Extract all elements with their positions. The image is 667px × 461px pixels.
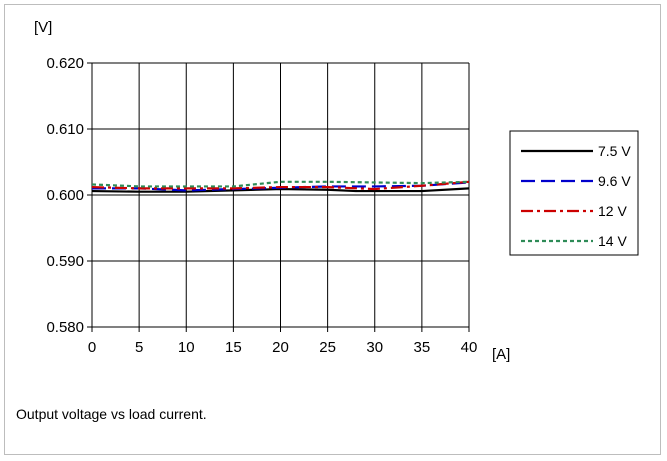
x-tick-label: 25	[319, 339, 336, 356]
legend: 7.5 V 9.6 V 12 V 14 V	[509, 130, 639, 256]
y-tick-label: 0.590	[46, 253, 84, 270]
x-tick-label: 20	[272, 339, 289, 356]
x-tick-label: 0	[88, 339, 96, 356]
series-line-1	[91, 187, 470, 193]
plot-area: 0 5 10 15 20 25 30 35 40 0.580 0.590 0.600 0.610 0.62…	[46, 55, 477, 356]
x-tick-label: 35	[414, 339, 431, 356]
x-tick-label: 15	[225, 339, 242, 356]
x-tick-label: 10	[178, 339, 195, 356]
legend-label-4: 14 V	[598, 233, 627, 249]
y-tick-label: 0.610	[46, 121, 84, 138]
y-tick-label: 0.580	[46, 319, 84, 336]
x-tick-label: 30	[366, 339, 383, 356]
y-tick-label: 0.620	[46, 55, 84, 72]
legend-label-2: 9.6 V	[598, 173, 631, 189]
figure-caption: Output voltage vs load current.	[16, 406, 207, 422]
figure-frame: 0 5 10 15 20 25 30 35 40 0.580 0.590 0.600 0.610 0.62…	[4, 4, 661, 455]
y-tick-label: 0.600	[46, 187, 84, 204]
x-tick-label: 40	[461, 339, 478, 356]
series-line-3	[91, 180, 470, 191]
legend-label-3: 12 V	[598, 203, 627, 219]
y-axis-unit-label: [V]	[34, 19, 52, 36]
x-axis-unit-label: [A]	[492, 346, 510, 363]
legend-label-1: 7.5 V	[598, 143, 631, 159]
x-tick-label: 5	[135, 339, 143, 356]
chart: 0 5 10 15 20 25 30 35 40 0.580 0.590 0.600 0.610 0.62…	[34, 19, 639, 363]
